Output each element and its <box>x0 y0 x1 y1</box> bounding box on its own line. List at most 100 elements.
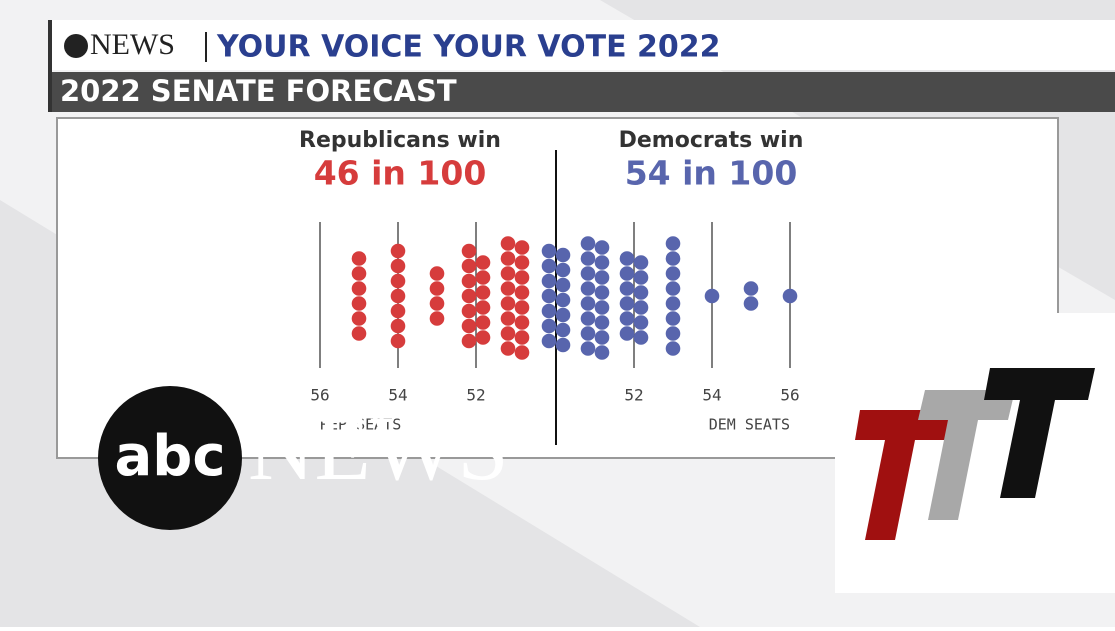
dot <box>500 251 516 266</box>
dot <box>665 281 681 296</box>
dot <box>475 270 491 285</box>
dot <box>619 311 635 326</box>
dot <box>580 326 596 341</box>
banner-edge <box>48 20 52 112</box>
news-logo-text: NEWS <box>248 397 509 499</box>
ttt-logo-red <box>855 410 950 540</box>
ttt-logo-gray <box>918 390 1015 520</box>
dot <box>475 255 491 270</box>
dot <box>351 326 367 341</box>
dot <box>541 273 557 289</box>
ttt-logo-box <box>835 313 1115 593</box>
dot <box>704 288 720 304</box>
dot <box>541 333 557 349</box>
dot <box>594 255 610 270</box>
dot <box>580 341 596 356</box>
dot <box>633 330 649 345</box>
dot <box>594 240 610 255</box>
side-title: Republicans win <box>299 128 501 153</box>
dot <box>555 337 571 353</box>
dot <box>390 243 406 259</box>
dot <box>555 307 571 323</box>
dot <box>461 288 477 304</box>
dot <box>580 311 596 326</box>
dot <box>429 296 445 311</box>
dot <box>514 240 530 255</box>
dot <box>541 258 557 274</box>
dot-column <box>429 266 445 326</box>
dot <box>743 296 759 311</box>
dot <box>665 296 681 311</box>
dot-column <box>351 251 367 341</box>
abc-mini-logo <box>64 34 88 58</box>
side-odds: 46 in 100 <box>314 154 487 193</box>
side-label: REP SEATS <box>320 416 401 434</box>
dot <box>555 322 571 338</box>
dot <box>594 285 610 300</box>
dot <box>619 281 635 296</box>
dot-column <box>782 288 798 304</box>
dot <box>500 266 516 281</box>
dot <box>429 266 445 281</box>
dot <box>541 288 557 304</box>
dot <box>619 326 635 341</box>
dot <box>351 251 367 266</box>
dot-column <box>390 243 406 349</box>
dot <box>514 345 530 360</box>
dot <box>500 341 516 356</box>
dot <box>665 236 681 251</box>
dot-column <box>461 243 491 349</box>
dot <box>541 303 557 319</box>
x-tick-label: 52 <box>624 386 643 405</box>
dot <box>541 243 557 259</box>
dot <box>555 277 571 293</box>
x-tick-label: 56 <box>310 386 329 405</box>
dot <box>461 258 477 274</box>
subtitle: 2022 SENATE FORECAST <box>60 74 457 108</box>
dot <box>514 330 530 345</box>
ttt-logo-black <box>984 368 1095 498</box>
dot <box>390 318 406 334</box>
dot <box>594 345 610 360</box>
dot <box>390 303 406 319</box>
dot-column <box>580 236 610 360</box>
dot <box>665 311 681 326</box>
dot <box>665 266 681 281</box>
brand: NEWS <box>90 28 175 61</box>
dot <box>594 315 610 330</box>
dot <box>475 300 491 315</box>
dot <box>619 266 635 281</box>
dot <box>633 285 649 300</box>
dot <box>514 300 530 315</box>
dot <box>633 315 649 330</box>
dot <box>500 236 516 251</box>
dot <box>461 243 477 259</box>
dot <box>461 273 477 289</box>
dot-column <box>619 251 649 345</box>
dot <box>475 330 491 345</box>
dot <box>514 285 530 300</box>
dot <box>555 292 571 308</box>
dot-column <box>541 243 571 353</box>
banner-title: YOUR VOICE YOUR VOTE 2022 <box>216 30 721 65</box>
dot <box>633 255 649 270</box>
dot <box>580 266 596 281</box>
dot <box>475 315 491 330</box>
dot <box>514 270 530 285</box>
dot <box>782 288 798 304</box>
dot <box>461 303 477 319</box>
dot <box>665 326 681 341</box>
banner-bar <box>48 20 1115 70</box>
dot <box>500 281 516 296</box>
dot <box>351 311 367 326</box>
dot <box>580 296 596 311</box>
dot <box>429 281 445 296</box>
dot <box>580 281 596 296</box>
dot <box>555 262 571 278</box>
divider <box>205 32 207 62</box>
dot <box>390 273 406 289</box>
dot <box>461 333 477 349</box>
